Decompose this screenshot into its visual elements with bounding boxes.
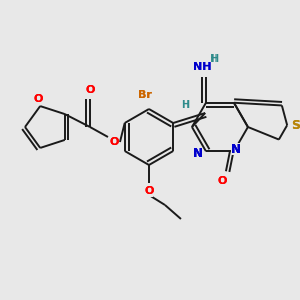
FancyBboxPatch shape: [34, 93, 43, 105]
Text: N: N: [193, 147, 203, 160]
Text: N: N: [193, 147, 203, 160]
FancyBboxPatch shape: [85, 84, 94, 96]
Text: O: O: [144, 186, 154, 196]
FancyBboxPatch shape: [195, 61, 209, 73]
Text: Br: Br: [138, 90, 152, 100]
Text: N: N: [231, 143, 241, 156]
Text: O: O: [109, 137, 119, 147]
FancyBboxPatch shape: [209, 53, 218, 65]
Text: O: O: [34, 94, 43, 104]
Text: H: H: [210, 54, 218, 64]
Text: NH: NH: [193, 62, 211, 72]
FancyBboxPatch shape: [194, 147, 202, 159]
FancyBboxPatch shape: [145, 185, 154, 197]
Text: O: O: [144, 186, 154, 196]
Text: N: N: [231, 143, 241, 156]
FancyBboxPatch shape: [181, 99, 190, 111]
Text: S: S: [291, 119, 300, 132]
Text: S: S: [291, 119, 300, 132]
Text: O: O: [85, 85, 95, 95]
FancyBboxPatch shape: [231, 143, 240, 155]
FancyBboxPatch shape: [138, 89, 152, 101]
Text: Br: Br: [138, 90, 152, 100]
Text: O: O: [34, 94, 43, 104]
Text: N: N: [193, 147, 203, 160]
Text: O: O: [217, 176, 226, 186]
Text: H: H: [210, 54, 218, 64]
Text: NH: NH: [193, 62, 211, 72]
Text: O: O: [217, 176, 226, 186]
FancyBboxPatch shape: [291, 119, 300, 131]
Text: H: H: [182, 100, 189, 110]
Text: O: O: [85, 85, 95, 95]
FancyBboxPatch shape: [110, 136, 118, 148]
FancyBboxPatch shape: [218, 175, 226, 187]
Text: O: O: [109, 137, 119, 147]
Text: N: N: [231, 143, 241, 156]
Text: H: H: [181, 100, 189, 110]
